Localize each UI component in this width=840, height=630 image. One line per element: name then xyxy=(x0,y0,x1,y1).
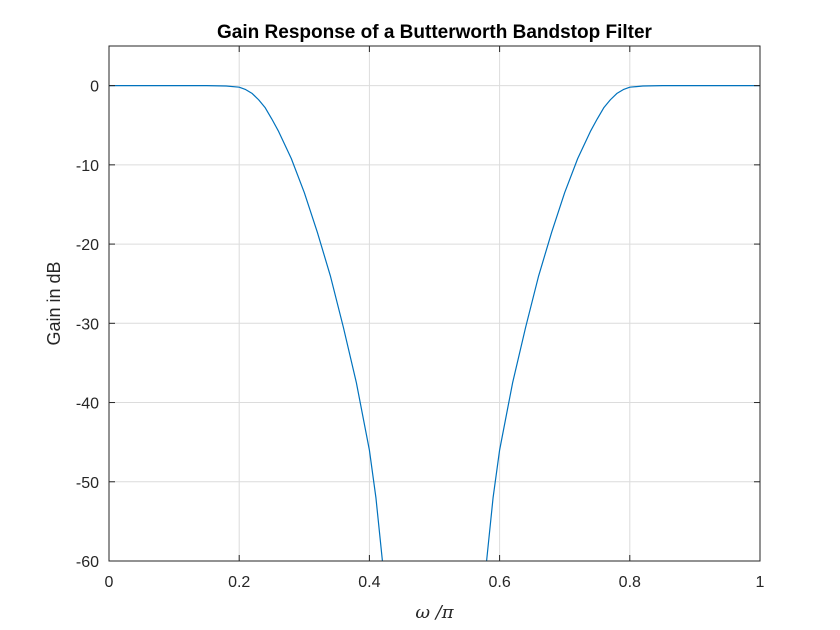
x-tick-label: 1 xyxy=(756,574,765,591)
x-tick-labels: 0 0.2 0.4 0.6 0.8 1 xyxy=(105,574,765,591)
y-tick-label: -30 xyxy=(76,316,99,333)
plot-frame xyxy=(108,45,761,562)
y-tick-label: -40 xyxy=(76,396,99,413)
y-axis-label: Gain in dB xyxy=(44,261,64,345)
x-tick-label: 0.4 xyxy=(358,574,380,591)
x-axis-label: ω /π xyxy=(415,602,454,623)
plot-area xyxy=(109,46,760,561)
x-tick-label: 0.6 xyxy=(488,574,510,591)
y-tick-label: -60 xyxy=(76,554,99,571)
y-tick-label: -20 xyxy=(76,237,99,254)
gain-curve-segment-1 xyxy=(109,85,384,562)
y-tick-label: -10 xyxy=(76,158,99,175)
x-tick-label: 0.8 xyxy=(619,574,641,591)
x-tick-label: 0 xyxy=(105,574,114,591)
x-tick-label: 0.2 xyxy=(228,574,250,591)
tick-marks xyxy=(108,46,761,562)
y-tick-label: -50 xyxy=(76,475,99,492)
series-group xyxy=(109,85,760,562)
y-tick-label: 0 xyxy=(90,79,99,96)
grid-lines xyxy=(108,46,761,562)
chart-title: Gain Response of a Butterworth Bandstop … xyxy=(217,22,653,43)
y-tick-labels: 0 -10 -20 -30 -40 -50 -60 xyxy=(76,79,99,571)
gain-curve-segment-2 xyxy=(485,85,760,562)
